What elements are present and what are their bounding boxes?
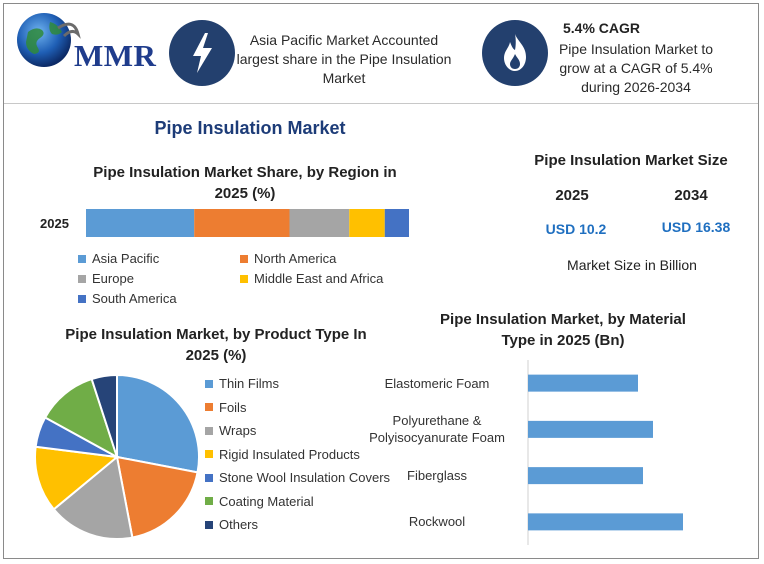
material-category-label: Rockwool <box>360 513 514 530</box>
pie-legend-item: Foils <box>205 400 246 415</box>
legend-middle-east-africa: Middle East and Africa <box>240 271 383 286</box>
year-2025-label: 2025 <box>555 187 589 204</box>
legend-swatch <box>205 497 213 505</box>
header-divider <box>4 103 758 104</box>
legend-label: South America <box>92 291 177 306</box>
legend-label: Wraps <box>219 423 257 438</box>
page-title: Pipe Insulation Market <box>154 118 346 138</box>
legend-swatch <box>205 426 213 435</box>
legend-swatch <box>240 254 248 263</box>
pie-legend-item: Rigid Insulated Products <box>205 447 360 462</box>
pie-legend-item: Wraps <box>205 423 256 438</box>
year-2034-label: 2034 <box>674 187 708 204</box>
legend-label: Middle East and Africa <box>254 271 384 286</box>
market-size-unit-note: Market Size in Billion <box>542 257 722 273</box>
legend-label: Foils <box>219 399 247 415</box>
value-2034: USD 16.38 <box>661 219 731 235</box>
product-pie-title: Pipe Insulation Market, by Product Type … <box>65 326 367 364</box>
logo-text: MMR <box>74 38 157 73</box>
material-category-label-line: Polyisocyanurate Foam <box>369 430 505 446</box>
legend-swatch <box>78 254 86 263</box>
unit-note-text: Market Size in Billion <box>567 257 697 273</box>
legend-swatch <box>78 274 86 283</box>
pie-legend-item: Thin Films <box>205 376 279 391</box>
legend-swatch <box>78 294 86 303</box>
legend-label: Europe <box>92 271 134 286</box>
legend-label: Others <box>219 517 259 532</box>
legend-label: Stone Wool Insulation Covers <box>219 470 391 485</box>
material-category-label: Elastomeric Foam <box>360 375 514 392</box>
mmr-logo: MMR <box>14 10 156 73</box>
market-size-title: Pipe Insulation Market Size <box>534 152 728 169</box>
material-category-label: Fiberglass <box>360 467 514 484</box>
legend-swatch <box>205 473 213 482</box>
region-chart-title: Pipe Insulation Market Share, by Region … <box>93 164 397 202</box>
legend-swatch <box>205 379 213 388</box>
value-2025: USD 10.2 <box>545 221 607 237</box>
lightning-bolt-icon <box>169 20 235 86</box>
material-category-label-line: Elastomeric Foam <box>384 375 490 391</box>
pie-legend-item: Stone Wool Insulation Covers <box>205 470 390 485</box>
legend-label: Coating Material <box>219 493 314 509</box>
material-category-label-line: Rockwool <box>408 514 466 530</box>
legend-north-america: North America <box>240 251 336 266</box>
cagr-text: Pipe Insulation Market to grow at a CAGR… <box>558 41 714 95</box>
flame-icon <box>482 20 548 86</box>
legend-label: Thin Films <box>219 376 279 391</box>
material-category-label-line: Polyurethane & <box>392 413 482 429</box>
infographic-frame <box>3 3 759 559</box>
legend-south-america: South America <box>78 291 177 306</box>
legend-swatch <box>205 520 213 529</box>
legend-label: North America <box>254 251 337 266</box>
legend-label: Asia Pacific <box>92 251 160 266</box>
legend-asia-pacific: Asia Pacific <box>78 251 159 266</box>
globe-icon <box>17 13 81 67</box>
headline-text: Asia Pacific Market Accounted largest sh… <box>236 32 452 86</box>
legend-swatch <box>205 450 213 458</box>
legend-swatch <box>240 274 248 283</box>
legend-europe: Europe <box>78 271 134 286</box>
legend-label: Rigid Insulated Products <box>219 446 360 462</box>
cagr-title: 5.4% CAGR <box>563 20 641 36</box>
legend-swatch <box>205 403 213 411</box>
material-chart-title: Pipe Insulation Market, by Material Type… <box>440 311 686 349</box>
material-category-label-line: Fiberglass <box>407 468 467 484</box>
material-category-label: Polyurethane & Polyisocyanurate Foam <box>360 412 514 446</box>
pie-legend-item: Coating Material <box>205 494 314 509</box>
pie-legend-item: Others <box>205 517 258 532</box>
